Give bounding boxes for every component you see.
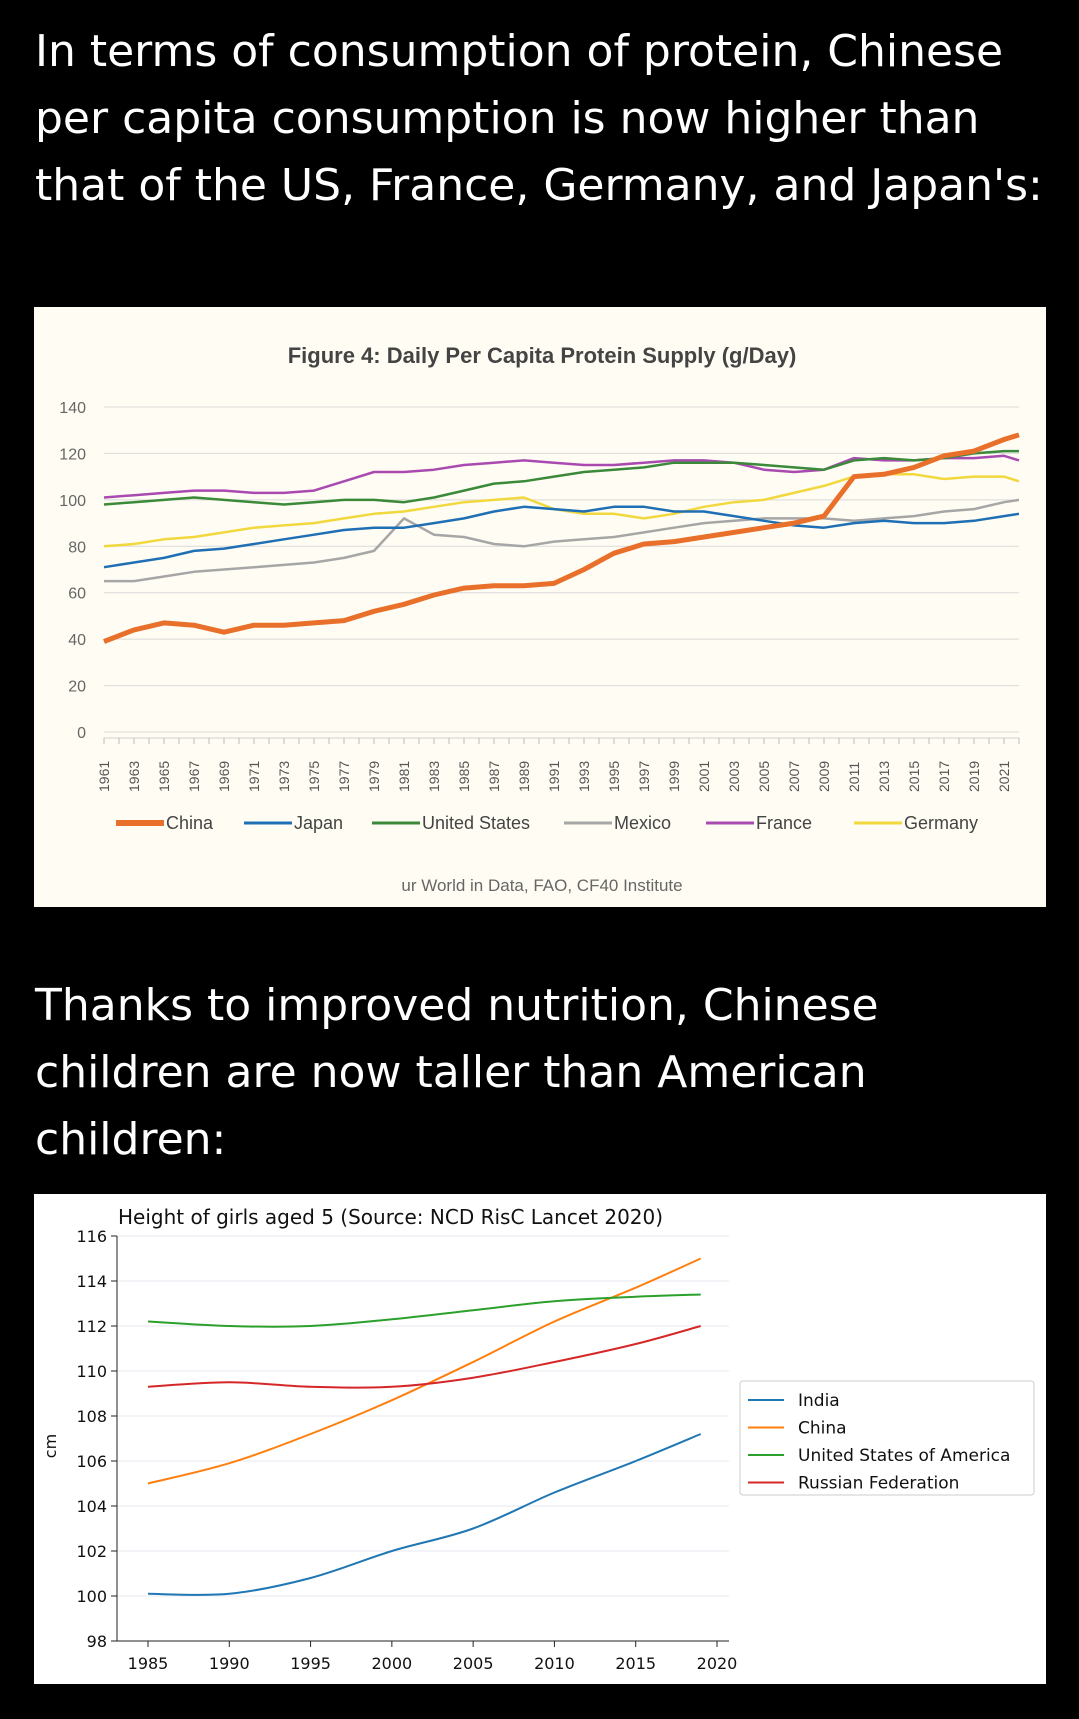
y-tick-label: 110	[76, 1362, 107, 1381]
x-tick-label: 2003	[726, 761, 742, 792]
y-tick-label: 20	[68, 679, 86, 696]
y-tick-label: 40	[68, 632, 86, 649]
legend-label-china: China	[798, 1419, 847, 1439]
x-tick-label: 1999	[666, 761, 682, 792]
x-tick-label: 1961	[96, 761, 112, 792]
x-tick-label: 1971	[246, 761, 262, 792]
legend-label-germany: Germany	[904, 813, 978, 833]
series-line-united-states-of-america	[147, 1293, 701, 1328]
legend-label-india: India	[798, 1391, 840, 1411]
x-tick-label: 2020	[697, 1654, 738, 1673]
height-chart-title: Height of girls aged 5 (Source: NCD RisC…	[118, 1205, 663, 1229]
protein-chart-panel: Figure 4: Daily Per Capita Protein Suppl…	[34, 307, 1046, 907]
series-line-india	[147, 1433, 702, 1596]
height-chart-panel: Height of girls aged 5 (Source: NCD RisC…	[34, 1194, 1046, 1684]
x-tick-label: 1985	[128, 1654, 169, 1673]
y-tick-label: 100	[76, 1587, 107, 1606]
x-tick-label: 1967	[186, 761, 202, 792]
protein-chart-title: Figure 4: Daily Per Capita Protein Suppl…	[288, 343, 797, 368]
x-tick-label: 1991	[546, 761, 562, 792]
y-tick-label: 60	[68, 586, 86, 603]
y-tick-label: 0	[77, 725, 86, 742]
legend-label-japan: Japan	[294, 813, 343, 833]
x-tick-label: 2021	[996, 761, 1012, 792]
x-tick-label: 2015	[906, 761, 922, 792]
y-tick-label: 120	[59, 446, 86, 463]
x-tick-label: 2015	[615, 1654, 656, 1673]
protein-chart-source: ur World in Data, FAO, CF40 Institute	[401, 876, 682, 895]
x-tick-label: 1990	[209, 1654, 250, 1673]
x-tick-label: 1975	[306, 761, 322, 792]
x-tick-label: 2009	[816, 761, 832, 792]
y-tick-label: 100	[59, 493, 86, 510]
x-tick-label: 1965	[156, 761, 172, 792]
x-tick-label: 2005	[453, 1654, 494, 1673]
y-axis-label: cm	[41, 1434, 60, 1458]
x-tick-label: 2000	[371, 1654, 412, 1673]
y-tick-label: 80	[68, 539, 86, 556]
x-tick-label: 2017	[936, 761, 952, 792]
x-tick-label: 2010	[534, 1654, 575, 1673]
x-tick-label: 1987	[486, 761, 502, 792]
x-tick-label: 1973	[276, 761, 292, 792]
x-tick-label: 1995	[606, 761, 622, 792]
x-tick-label: 1963	[126, 761, 142, 792]
x-tick-label: 1969	[216, 761, 232, 792]
y-tick-label: 104	[76, 1497, 107, 1516]
x-tick-label: 1977	[336, 761, 352, 792]
x-tick-label: 2011	[846, 762, 862, 792]
y-tick-label: 116	[76, 1227, 107, 1246]
x-tick-label: 1983	[426, 761, 442, 792]
series-line-france	[103, 454, 1020, 499]
series-line-china	[103, 432, 1020, 644]
x-tick-label: 2005	[756, 761, 772, 792]
legend-label-russian-federation: Russian Federation	[798, 1474, 959, 1494]
legend-label-china: China	[166, 813, 214, 833]
series-line-japan	[103, 505, 1020, 569]
x-tick-label: 1985	[456, 761, 472, 792]
legend-label-united-states: United States	[422, 813, 530, 833]
post-text-height: Thanks to improved nutrition, Chinese ch…	[35, 980, 879, 1165]
x-tick-label: 1995	[290, 1654, 331, 1673]
y-tick-label: 140	[59, 400, 86, 417]
post-text-protein: In terms of consumption of protein, Chin…	[35, 26, 1043, 211]
legend-label-united-states-of-america: United States of America	[798, 1446, 1010, 1466]
y-tick-label: 112	[76, 1317, 107, 1336]
series-line-russian-federation	[147, 1325, 701, 1389]
legend-label-mexico: Mexico	[614, 813, 671, 833]
protein-chart: Figure 4: Daily Per Capita Protein Suppl…	[59, 343, 1020, 895]
x-tick-label: 1989	[516, 761, 532, 792]
height-chart: Height of girls aged 5 (Source: NCD RisC…	[41, 1205, 1035, 1673]
x-tick-label: 1981	[396, 761, 412, 792]
series-line-mexico	[104, 498, 1020, 583]
y-tick-label: 114	[76, 1272, 107, 1291]
x-tick-label: 2019	[966, 761, 982, 792]
series-line-united-states	[103, 449, 1019, 506]
y-tick-label: 106	[76, 1452, 107, 1471]
legend-label-france: France	[756, 813, 812, 833]
x-tick-label: 2001	[696, 761, 712, 792]
x-tick-label: 1993	[576, 761, 592, 792]
y-tick-label: 98	[87, 1632, 107, 1651]
y-tick-label: 102	[76, 1542, 107, 1561]
y-tick-label: 108	[76, 1407, 107, 1426]
x-tick-label: 2007	[786, 761, 802, 792]
x-tick-label: 1979	[366, 761, 382, 792]
x-tick-label: 2013	[876, 761, 892, 792]
x-tick-label: 1997	[636, 761, 652, 792]
legend-box	[739, 1380, 1035, 1496]
